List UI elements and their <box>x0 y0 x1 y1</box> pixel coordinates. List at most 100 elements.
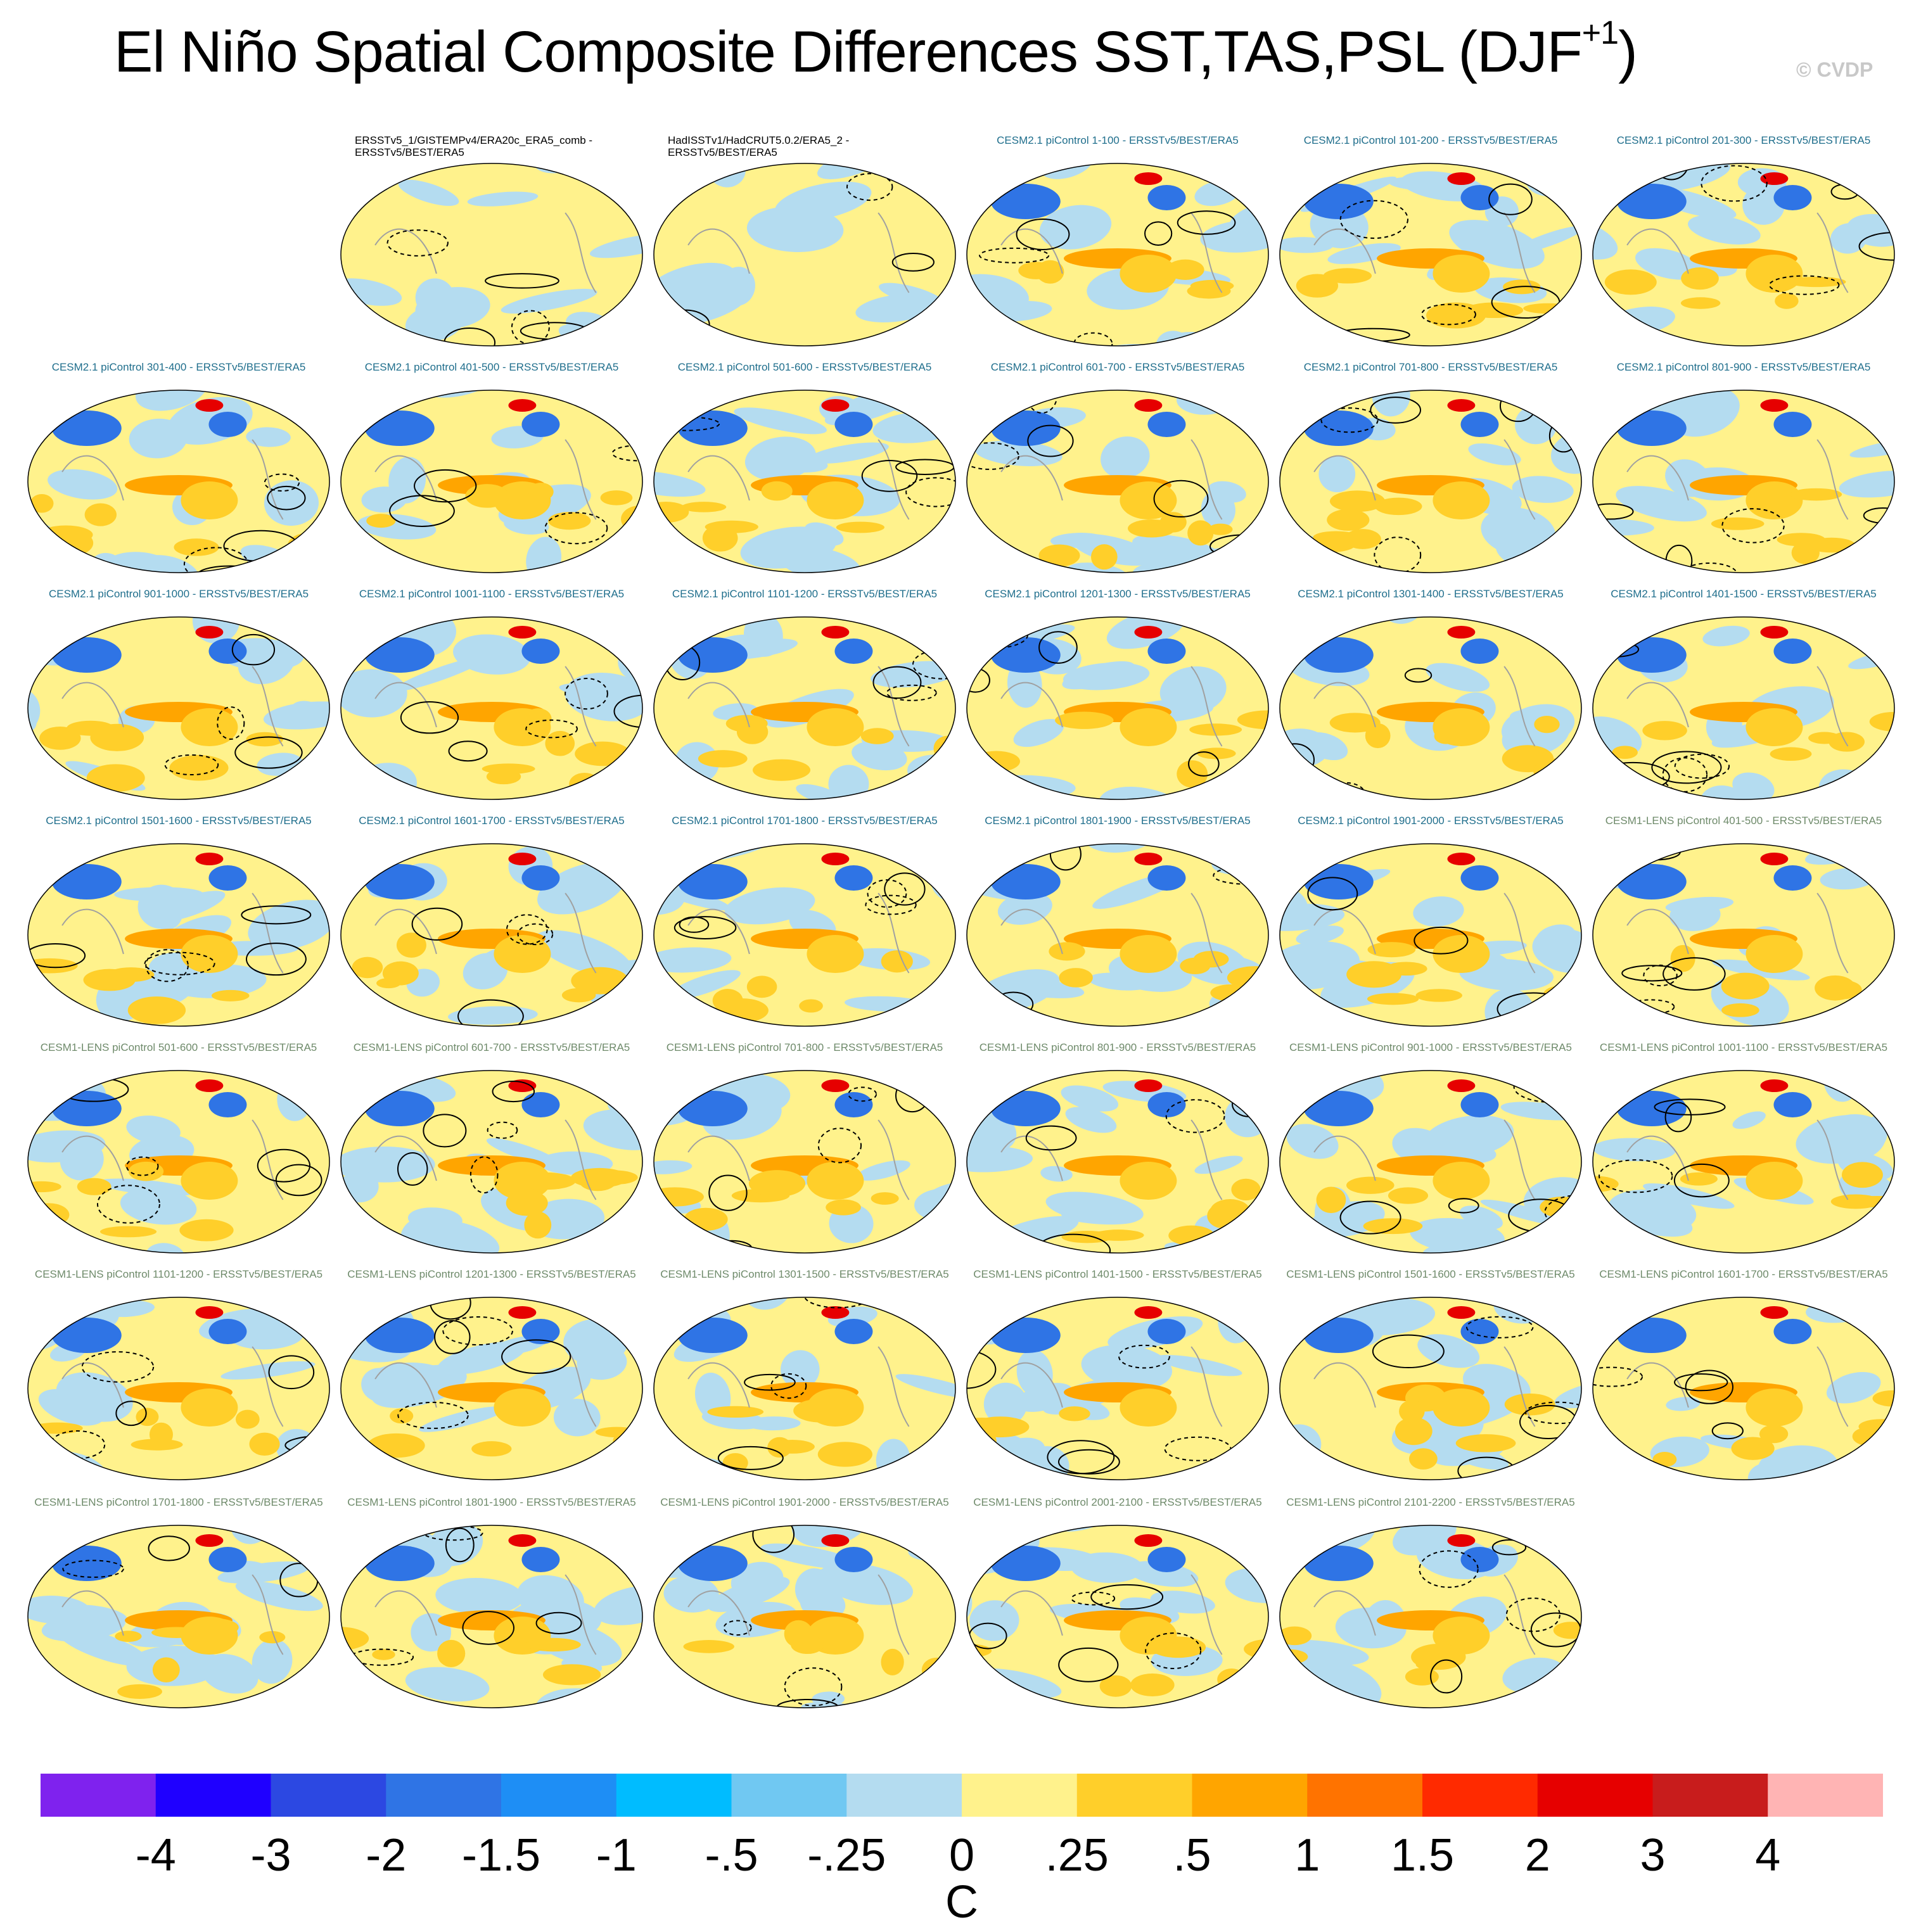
robinson-map <box>27 390 330 573</box>
map-panel: CESM2.1 piControl 1-100 - ERSSTv5/BEST/E… <box>964 134 1271 346</box>
panel-title: CESM1-LENS piControl 601-700 - ERSSTv5/B… <box>353 1041 630 1053</box>
panel-title: CESM2.1 piControl 901-1000 - ERSSTv5/BES… <box>48 588 309 600</box>
colorbar-tick-label: -.25 <box>807 1830 886 1881</box>
robinson-map <box>1592 1297 1895 1480</box>
map-panel: CESM2.1 piControl 1701-1800 - ERSSTv5/BE… <box>651 815 958 1027</box>
panel-title: CESM1-LENS piControl 901-1000 - ERSSTv5/… <box>1289 1041 1572 1053</box>
colorbar-tick-label: 1.5 <box>1390 1830 1455 1881</box>
robinson-map <box>340 163 643 346</box>
robinson-map <box>1279 163 1582 346</box>
robinson-map <box>653 616 956 800</box>
colorbar-tick-label: .25 <box>1045 1830 1109 1881</box>
panel-title: CESM2.1 piControl 1101-1200 - ERSSTv5/BE… <box>672 588 938 600</box>
map-panel: CESM2.1 piControl 601-700 - ERSSTv5/BEST… <box>964 361 1271 573</box>
robinson-map <box>1279 616 1582 800</box>
panel-title: CESM1-LENS piControl 701-800 - ERSSTv5/B… <box>666 1041 943 1053</box>
colorbar-box <box>1307 1774 1423 1817</box>
robinson-map <box>966 163 1269 346</box>
panel-title: CESM2.1 piControl 1801-1900 - ERSSTv5/BE… <box>985 815 1251 827</box>
robinson-map <box>1592 163 1895 346</box>
map-panel: CESM1-LENS piControl 401-500 - ERSSTv5/B… <box>1590 815 1897 1027</box>
panel-title: CESM2.1 piControl 301-400 - ERSSTv5/BEST… <box>51 361 306 373</box>
map-panel: HadISSTv1/HadCRUT5.0.2/ERA5_2 - ERSSTv5/… <box>651 134 958 346</box>
map-panel: CESM2.1 piControl 1401-1500 - ERSSTv5/BE… <box>1590 588 1897 800</box>
colorbar <box>41 1774 1883 1817</box>
map-panel: CESM1-LENS piControl 801-900 - ERSSTv5/B… <box>964 1041 1271 1254</box>
figure-title: El Niño Spatial Composite Differences SS… <box>114 15 1638 86</box>
colorbar-box <box>155 1774 271 1817</box>
map-panel: CESM2.1 piControl 701-800 - ERSSTv5/BEST… <box>1277 361 1584 573</box>
map-panel: CESM1-LENS piControl 901-1000 - ERSSTv5/… <box>1277 1041 1584 1254</box>
map-panel: CESM1-LENS piControl 2001-2100 - ERSSTv5… <box>964 1496 1271 1708</box>
map-panel: CESM2.1 piControl 101-200 - ERSSTv5/BEST… <box>1277 134 1584 346</box>
robinson-map <box>27 1070 330 1254</box>
panel-title: CESM1-LENS piControl 1201-1300 - ERSSTv5… <box>347 1268 636 1280</box>
robinson-map <box>1592 843 1895 1027</box>
map-panel: CESM2.1 piControl 401-500 - ERSSTv5/BEST… <box>338 361 645 573</box>
robinson-map <box>27 1525 330 1708</box>
map-panel: CESM1-LENS piControl 1801-1900 - ERSSTv5… <box>338 1496 645 1708</box>
panel-title: CESM1-LENS piControl 1801-1900 - ERSSTv5… <box>347 1496 636 1508</box>
colorbar-box <box>731 1774 847 1817</box>
map-panel: CESM2.1 piControl 1301-1400 - ERSSTv5/BE… <box>1277 588 1584 800</box>
robinson-map <box>1592 616 1895 800</box>
panel-title: CESM2.1 piControl 1001-1100 - ERSSTv5/BE… <box>359 588 625 600</box>
colorbar-box <box>1652 1774 1768 1817</box>
robinson-map <box>1279 390 1582 573</box>
panel-title: CESM1-LENS piControl 1301-1500 - ERSSTv5… <box>660 1268 949 1280</box>
colorbar-box <box>1192 1774 1308 1817</box>
panel-title: ERSSTv5_1/GISTEMPv4/ERA20c_ERA5_comb - E… <box>355 134 593 158</box>
robinson-map <box>653 1297 956 1480</box>
map-panel: CESM2.1 piControl 1201-1300 - ERSSTv5/BE… <box>964 588 1271 800</box>
map-panel: CESM1-LENS piControl 1501-1600 - ERSSTv5… <box>1277 1268 1584 1480</box>
colorbar-tick-label: 0 <box>948 1830 975 1881</box>
robinson-map <box>653 1070 956 1254</box>
robinson-map <box>27 1297 330 1480</box>
colorbar-boxes <box>41 1774 1883 1817</box>
robinson-map <box>340 616 643 800</box>
map-panel: CESM2.1 piControl 1101-1200 - ERSSTv5/BE… <box>651 588 958 800</box>
panel-title: CESM1-LENS piControl 1701-1800 - ERSSTv5… <box>34 1496 323 1508</box>
robinson-map <box>1279 1070 1582 1254</box>
panel-title: CESM2.1 piControl 601-700 - ERSSTv5/BEST… <box>990 361 1245 373</box>
map-panel: ERSSTv5_1/GISTEMPv4/ERA20c_ERA5_comb - E… <box>338 134 645 346</box>
robinson-map <box>966 1297 1269 1480</box>
robinson-map <box>340 843 643 1027</box>
colorbar-box <box>1422 1774 1538 1817</box>
map-panel: CESM2.1 piControl 501-600 - ERSSTv5/BEST… <box>651 361 958 573</box>
colorbar-tick-label: -2 <box>366 1830 407 1881</box>
robinson-map <box>966 843 1269 1027</box>
robinson-map <box>27 843 330 1027</box>
colorbar-tick-label: -4 <box>135 1830 176 1881</box>
colorbar-box <box>386 1774 502 1817</box>
panel-title: HadISSTv1/HadCRUT5.0.2/ERA5_2 - ERSSTv5/… <box>668 134 850 158</box>
robinson-map <box>1279 1297 1582 1480</box>
colorbar-tick-label: 1 <box>1294 1830 1320 1881</box>
colorbar-box <box>1076 1774 1192 1817</box>
colorbar-units: C <box>945 1877 978 1928</box>
colorbar-box <box>846 1774 962 1817</box>
colorbar-tick-label: 3 <box>1640 1830 1666 1881</box>
map-panel: CESM2.1 piControl 1501-1600 - ERSSTv5/BE… <box>25 815 332 1027</box>
panel-title: CESM2.1 piControl 1401-1500 - ERSSTv5/BE… <box>1611 588 1877 600</box>
colorbar-box <box>1537 1774 1653 1817</box>
panel-title: CESM1-LENS piControl 401-500 - ERSSTv5/B… <box>1605 815 1882 827</box>
panel-title: CESM1-LENS piControl 1001-1100 - ERSSTv5… <box>1599 1041 1888 1053</box>
cvdp-watermark: © CVDP <box>1796 58 1873 81</box>
map-panel: CESM2.1 piControl 201-300 - ERSSTv5/BEST… <box>1590 134 1897 346</box>
map-panel: CESM2.1 piControl 1901-2000 - ERSSTv5/BE… <box>1277 815 1584 1027</box>
robinson-map <box>340 1525 643 1708</box>
panel-title: CESM1-LENS piControl 1501-1600 - ERSSTv5… <box>1286 1268 1575 1280</box>
robinson-map <box>653 390 956 573</box>
colorbar-box <box>271 1774 386 1817</box>
panel-title: CESM1-LENS piControl 501-600 - ERSSTv5/B… <box>40 1041 317 1053</box>
panel-title: CESM2.1 piControl 101-200 - ERSSTv5/BEST… <box>1303 134 1558 146</box>
map-panel: CESM2.1 piControl 1001-1100 - ERSSTv5/BE… <box>338 588 645 800</box>
colorbar-tick-label: -.5 <box>705 1830 758 1881</box>
panel-title: CESM2.1 piControl 401-500 - ERSSTv5/BEST… <box>364 361 619 373</box>
robinson-map <box>340 390 643 573</box>
map-panel: CESM2.1 piControl 301-400 - ERSSTv5/BEST… <box>25 361 332 573</box>
map-panel: CESM1-LENS piControl 1901-2000 - ERSSTv5… <box>651 1496 958 1708</box>
panel-title: CESM2.1 piControl 1301-1400 - ERSSTv5/BE… <box>1298 588 1564 600</box>
